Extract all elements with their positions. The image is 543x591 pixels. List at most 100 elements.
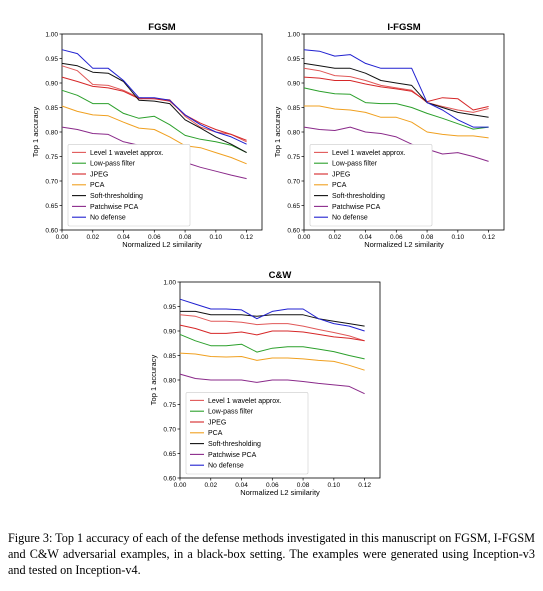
chart-title: C&W — [269, 270, 292, 281]
x-tick-label: 0.02 — [204, 482, 217, 489]
legend-label-soft-thresholding: Soft-thresholding — [208, 441, 261, 448]
x-tick-label: 0.04 — [235, 482, 248, 489]
y-tick-label: 0.80 — [45, 129, 58, 136]
y-tick-label: 0.65 — [287, 203, 300, 210]
x-tick-label: 0.04 — [359, 234, 372, 241]
series-line-no-defense — [61, 49, 247, 145]
legend-label-level-1-wavelet-approx: Level 1 wavelet approx. — [208, 398, 282, 405]
y-axis-label: Top 1 accuracy — [273, 107, 282, 158]
y-tick-label: 0.95 — [45, 56, 58, 63]
x-tick-label: 0.06 — [266, 482, 279, 489]
y-tick-label: 0.80 — [163, 377, 176, 384]
x-tick-label: 0.02 — [328, 234, 341, 241]
legend-label-patchwise-pca: Patchwise PCA — [90, 204, 139, 211]
y-tick-label: 0.70 — [287, 178, 300, 185]
y-tick-label: 0.90 — [45, 80, 58, 87]
series-line-pca — [61, 105, 247, 165]
chart-fgsm: FGSM 0.60 0.65 0.70 0.75 0.80 0.85 0.90 0.95 1.00… — [31, 22, 263, 249]
series-line-pca — [304, 105, 489, 139]
y-tick-label: 0.70 — [45, 178, 58, 185]
series-line-low-pass-filter — [179, 333, 365, 360]
y-tick-label: 0.85 — [287, 105, 300, 112]
x-tick-label: 0.08 — [179, 234, 192, 241]
x-axis-label: Normalized L2 similarity — [240, 488, 320, 497]
y-tick-label: 0.75 — [163, 402, 176, 409]
x-tick-label: 0.02 — [86, 234, 99, 241]
legend-label-no-defense: No defense — [208, 463, 244, 470]
legend-box — [309, 144, 433, 227]
legend-label-no-defense: No defense — [90, 215, 126, 222]
x-tick-label: 0.00 — [174, 482, 187, 489]
series-line-level-1-wavelet-approx — [303, 67, 489, 113]
legend-box — [67, 144, 191, 227]
series-line-level-1-wavelet-approx — [179, 314, 365, 342]
x-tick-label: 0.00 — [298, 234, 311, 241]
legend-label-level-1-wavelet-approx: Level 1 wavelet approx. — [90, 150, 164, 157]
y-tick-label: 1.00 — [45, 31, 58, 38]
y-tick-label: 0.65 — [163, 451, 176, 458]
x-tick-label: 0.12 — [240, 234, 253, 241]
legend-label-soft-thresholding: Soft-thresholding — [332, 193, 385, 200]
x-tick-label: 0.12 — [482, 234, 495, 241]
legend-box — [185, 392, 309, 475]
x-tick-label: 0.10 — [210, 234, 223, 241]
legend-label-pca: PCA — [90, 182, 105, 189]
legend-label-jpeg: JPEG — [90, 171, 108, 178]
legend-label-patchwise-pca: Patchwise PCA — [332, 204, 381, 211]
x-tick-label: 0.00 — [56, 234, 69, 241]
legend-label-soft-thresholding: Soft-thresholding — [90, 193, 143, 200]
y-tick-label: 0.70 — [163, 426, 176, 433]
y-tick-label: 0.60 — [287, 227, 300, 234]
series-line-pca — [179, 352, 365, 371]
y-tick-label: 0.60 — [45, 227, 58, 234]
x-axis-label: Normalized L2 similarity — [122, 240, 202, 249]
series-line-low-pass-filter — [61, 89, 247, 154]
y-tick-label: 0.85 — [45, 105, 58, 112]
legend-label-low-pass-filter: Low-pass filter — [90, 161, 136, 168]
y-axis-label: Top 1 accuracy — [149, 355, 158, 406]
chart-ifgsm: I-FGSM 0.60 0.65 0.70 0.75 0.80 0.85 0.90 0.95 1.… — [273, 22, 505, 249]
series-line-soft-thresholding — [180, 310, 365, 327]
x-tick-label: 0.10 — [452, 234, 465, 241]
series-line-patchwise-pca — [179, 373, 365, 395]
series-line-patchwise-pca — [303, 126, 489, 162]
y-tick-label: 0.90 — [163, 328, 176, 335]
series-line-no-defense — [303, 49, 489, 128]
y-tick-label: 0.95 — [287, 56, 300, 63]
y-tick-label: 0.65 — [45, 203, 58, 210]
legend-label-jpeg: JPEG — [332, 171, 350, 178]
legend-label-pca: PCA — [332, 182, 347, 189]
x-tick-label: 0.04 — [117, 234, 130, 241]
chart-title: I-FGSM — [387, 22, 420, 33]
legend-label-low-pass-filter: Low-pass filter — [332, 161, 378, 168]
series-line-low-pass-filter — [303, 87, 489, 130]
legend-label-no-defense: No defense — [332, 215, 368, 222]
y-tick-label: 0.75 — [45, 154, 58, 161]
legend-label-jpeg: JPEG — [208, 419, 226, 426]
series-line-jpeg — [303, 76, 489, 111]
figure-caption: Figure 3: Top 1 accuracy of each of the … — [8, 531, 535, 577]
y-tick-label: 0.60 — [163, 475, 176, 482]
x-axis-label: Normalized L2 similarity — [364, 240, 444, 249]
series-line-no-defense — [179, 298, 365, 332]
legend-label-level-1-wavelet-approx: Level 1 wavelet approx. — [332, 150, 406, 157]
series-line-soft-thresholding — [303, 62, 489, 118]
y-tick-label: 0.90 — [287, 80, 300, 87]
x-tick-label: 0.10 — [328, 482, 341, 489]
x-tick-label: 0.08 — [421, 234, 434, 241]
series-line-soft-thresholding — [61, 62, 247, 154]
x-tick-label: 0.06 — [390, 234, 403, 241]
chart-cw: C&W 0.60 0.65 0.70 0.75 0.80 0.85 0.90 0.95 1.00 0… — [149, 270, 381, 497]
y-tick-label: 0.75 — [287, 154, 300, 161]
y-tick-label: 0.85 — [163, 353, 176, 360]
x-tick-label: 0.06 — [148, 234, 161, 241]
y-tick-label: 1.00 — [287, 31, 300, 38]
x-tick-label: 0.08 — [297, 482, 310, 489]
x-tick-label: 0.12 — [358, 482, 371, 489]
legend-label-low-pass-filter: Low-pass filter — [208, 409, 254, 416]
series-line-jpeg — [179, 324, 365, 342]
legend-label-patchwise-pca: Patchwise PCA — [208, 452, 257, 459]
y-tick-label: 0.95 — [163, 304, 176, 311]
legend-label-pca: PCA — [208, 430, 223, 437]
y-axis-label: Top 1 accuracy — [31, 107, 40, 158]
